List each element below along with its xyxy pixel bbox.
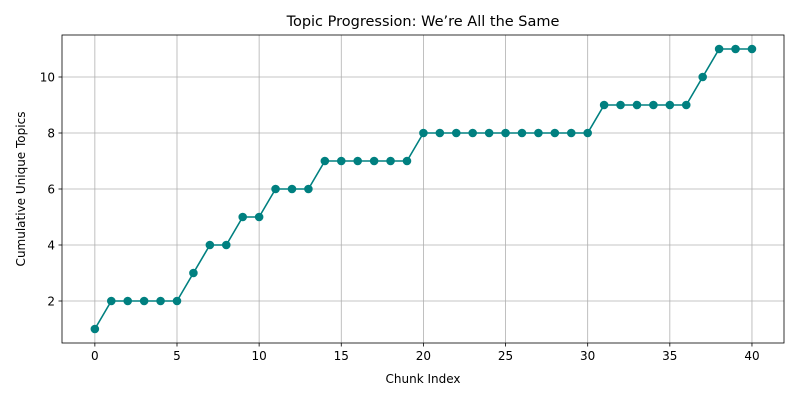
x-axis-ticks: 0 5 10 15 20 25 30 35 40 xyxy=(91,343,760,363)
data-point xyxy=(304,184,313,194)
data-point xyxy=(271,184,280,194)
data-point xyxy=(336,156,346,166)
x-tick-label: 5 xyxy=(173,349,181,363)
x-axis-label: Chunk Index xyxy=(386,372,461,386)
data-point xyxy=(632,100,642,110)
data-point xyxy=(534,128,543,138)
y-tick-label: 4 xyxy=(47,238,55,252)
x-tick-label: 35 xyxy=(662,349,677,363)
data-point xyxy=(189,268,198,278)
data-point xyxy=(566,128,576,138)
chart-title: Topic Progression: We’re All the Same xyxy=(286,14,560,30)
data-point xyxy=(221,240,231,250)
x-tick-label: 25 xyxy=(498,349,513,363)
data-point xyxy=(90,324,100,334)
data-point xyxy=(731,44,740,54)
data-point xyxy=(123,296,133,306)
data-point xyxy=(320,156,330,166)
data-point xyxy=(665,100,675,110)
data-point xyxy=(139,296,149,306)
y-tick-label: 10 xyxy=(40,70,55,84)
y-axis-label: Cumulative Unique Topics xyxy=(14,112,28,267)
data-point xyxy=(106,296,116,306)
data-point xyxy=(517,128,527,138)
data-point xyxy=(386,156,395,166)
data-point xyxy=(714,44,724,54)
data-point xyxy=(402,156,412,166)
data-point xyxy=(451,128,461,138)
data-point xyxy=(254,212,264,222)
y-tick-label: 6 xyxy=(47,182,55,196)
x-tick-label: 15 xyxy=(334,349,349,363)
data-point xyxy=(649,100,658,110)
data-point xyxy=(681,100,691,110)
data-point xyxy=(599,100,609,110)
data-point xyxy=(369,156,379,166)
data-point xyxy=(435,128,445,138)
y-tick-label: 2 xyxy=(47,294,55,308)
x-tick-label: 30 xyxy=(580,349,595,363)
x-tick-label: 40 xyxy=(744,349,759,363)
data-point xyxy=(698,72,707,82)
y-tick-label: 8 xyxy=(47,126,55,140)
data-point xyxy=(205,240,215,250)
data-point xyxy=(172,296,182,306)
data-point xyxy=(616,100,625,110)
data-point xyxy=(468,128,477,138)
data-point xyxy=(484,128,494,138)
data-point xyxy=(747,44,757,54)
data-point xyxy=(287,184,297,194)
data-point xyxy=(550,128,560,138)
x-tick-label: 20 xyxy=(416,349,431,363)
data-point xyxy=(501,128,510,138)
data-point xyxy=(353,156,362,166)
series-layer xyxy=(90,44,757,334)
data-point xyxy=(583,128,592,138)
y-axis-ticks: 2 4 6 8 10 xyxy=(40,70,62,308)
data-point xyxy=(238,212,248,222)
x-tick-label: 10 xyxy=(251,349,266,363)
data-point xyxy=(156,296,165,306)
data-point xyxy=(419,128,428,138)
x-tick-label: 0 xyxy=(91,349,99,363)
